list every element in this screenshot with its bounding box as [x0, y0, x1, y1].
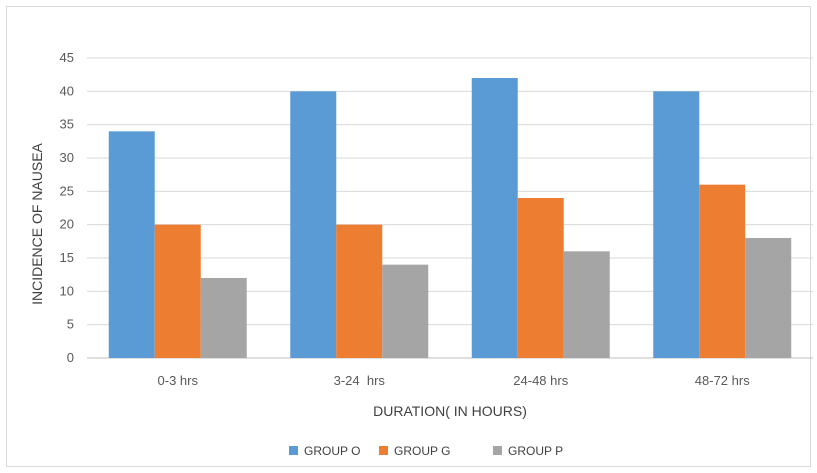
- bar-group-g-2: [336, 224, 383, 358]
- x-axis-title: DURATION( IN HOURS): [373, 403, 527, 419]
- x-tick-labels: 0-3 hrs 3-24 hrs 24-48 hrs 48-72 hrs: [158, 373, 751, 388]
- bar-group-p-4: [745, 238, 792, 358]
- bar-group-g-4: [699, 184, 746, 358]
- y-tick-label: 10: [60, 283, 74, 298]
- y-tick-labels: 0 5 10 15 20 25 30 35 40 45: [60, 50, 74, 365]
- y-tick-label: 35: [60, 117, 74, 132]
- legend-label-group-o: GROUP O: [304, 444, 360, 458]
- x-tick-label: 0-3 hrs: [158, 373, 199, 388]
- bar-group-p-2: [382, 264, 429, 358]
- y-tick-label: 0: [67, 350, 74, 365]
- x-tick-label: 3-24 hrs: [334, 373, 386, 388]
- bar-group-p-1: [200, 278, 247, 358]
- y-tick-label: 15: [60, 250, 74, 265]
- y-tick-label: 20: [60, 217, 74, 232]
- bars: [108, 78, 792, 358]
- legend-swatch-group-o: [289, 446, 298, 455]
- x-tick-label: 24-48 hrs: [513, 373, 568, 388]
- y-tick-label: 30: [60, 150, 74, 165]
- y-tick-label: 25: [60, 183, 74, 198]
- y-tick-label: 45: [60, 50, 74, 65]
- bar-group-g-1: [154, 224, 201, 358]
- bar-group-g-3: [517, 198, 564, 358]
- legend-label-group-g: GROUP G: [394, 444, 450, 458]
- legend: GROUP O GROUP G GROUP P: [289, 444, 563, 458]
- bar-group-p-3: [563, 251, 610, 358]
- bar-group-o-1: [108, 131, 155, 358]
- legend-swatch-group-p: [493, 446, 502, 455]
- bar-group-o-2: [290, 91, 337, 358]
- y-tick-label: 5: [67, 317, 74, 332]
- legend-swatch-group-g: [379, 446, 388, 455]
- bar-group-o-3: [471, 78, 518, 358]
- y-tick-label: 40: [60, 83, 74, 98]
- bar-group-o-4: [653, 91, 700, 358]
- y-axis-title: INCIDENCE OF NAUSEA: [29, 142, 45, 304]
- x-tick-label: 48-72 hrs: [695, 373, 750, 388]
- legend-label-group-p: GROUP P: [508, 444, 563, 458]
